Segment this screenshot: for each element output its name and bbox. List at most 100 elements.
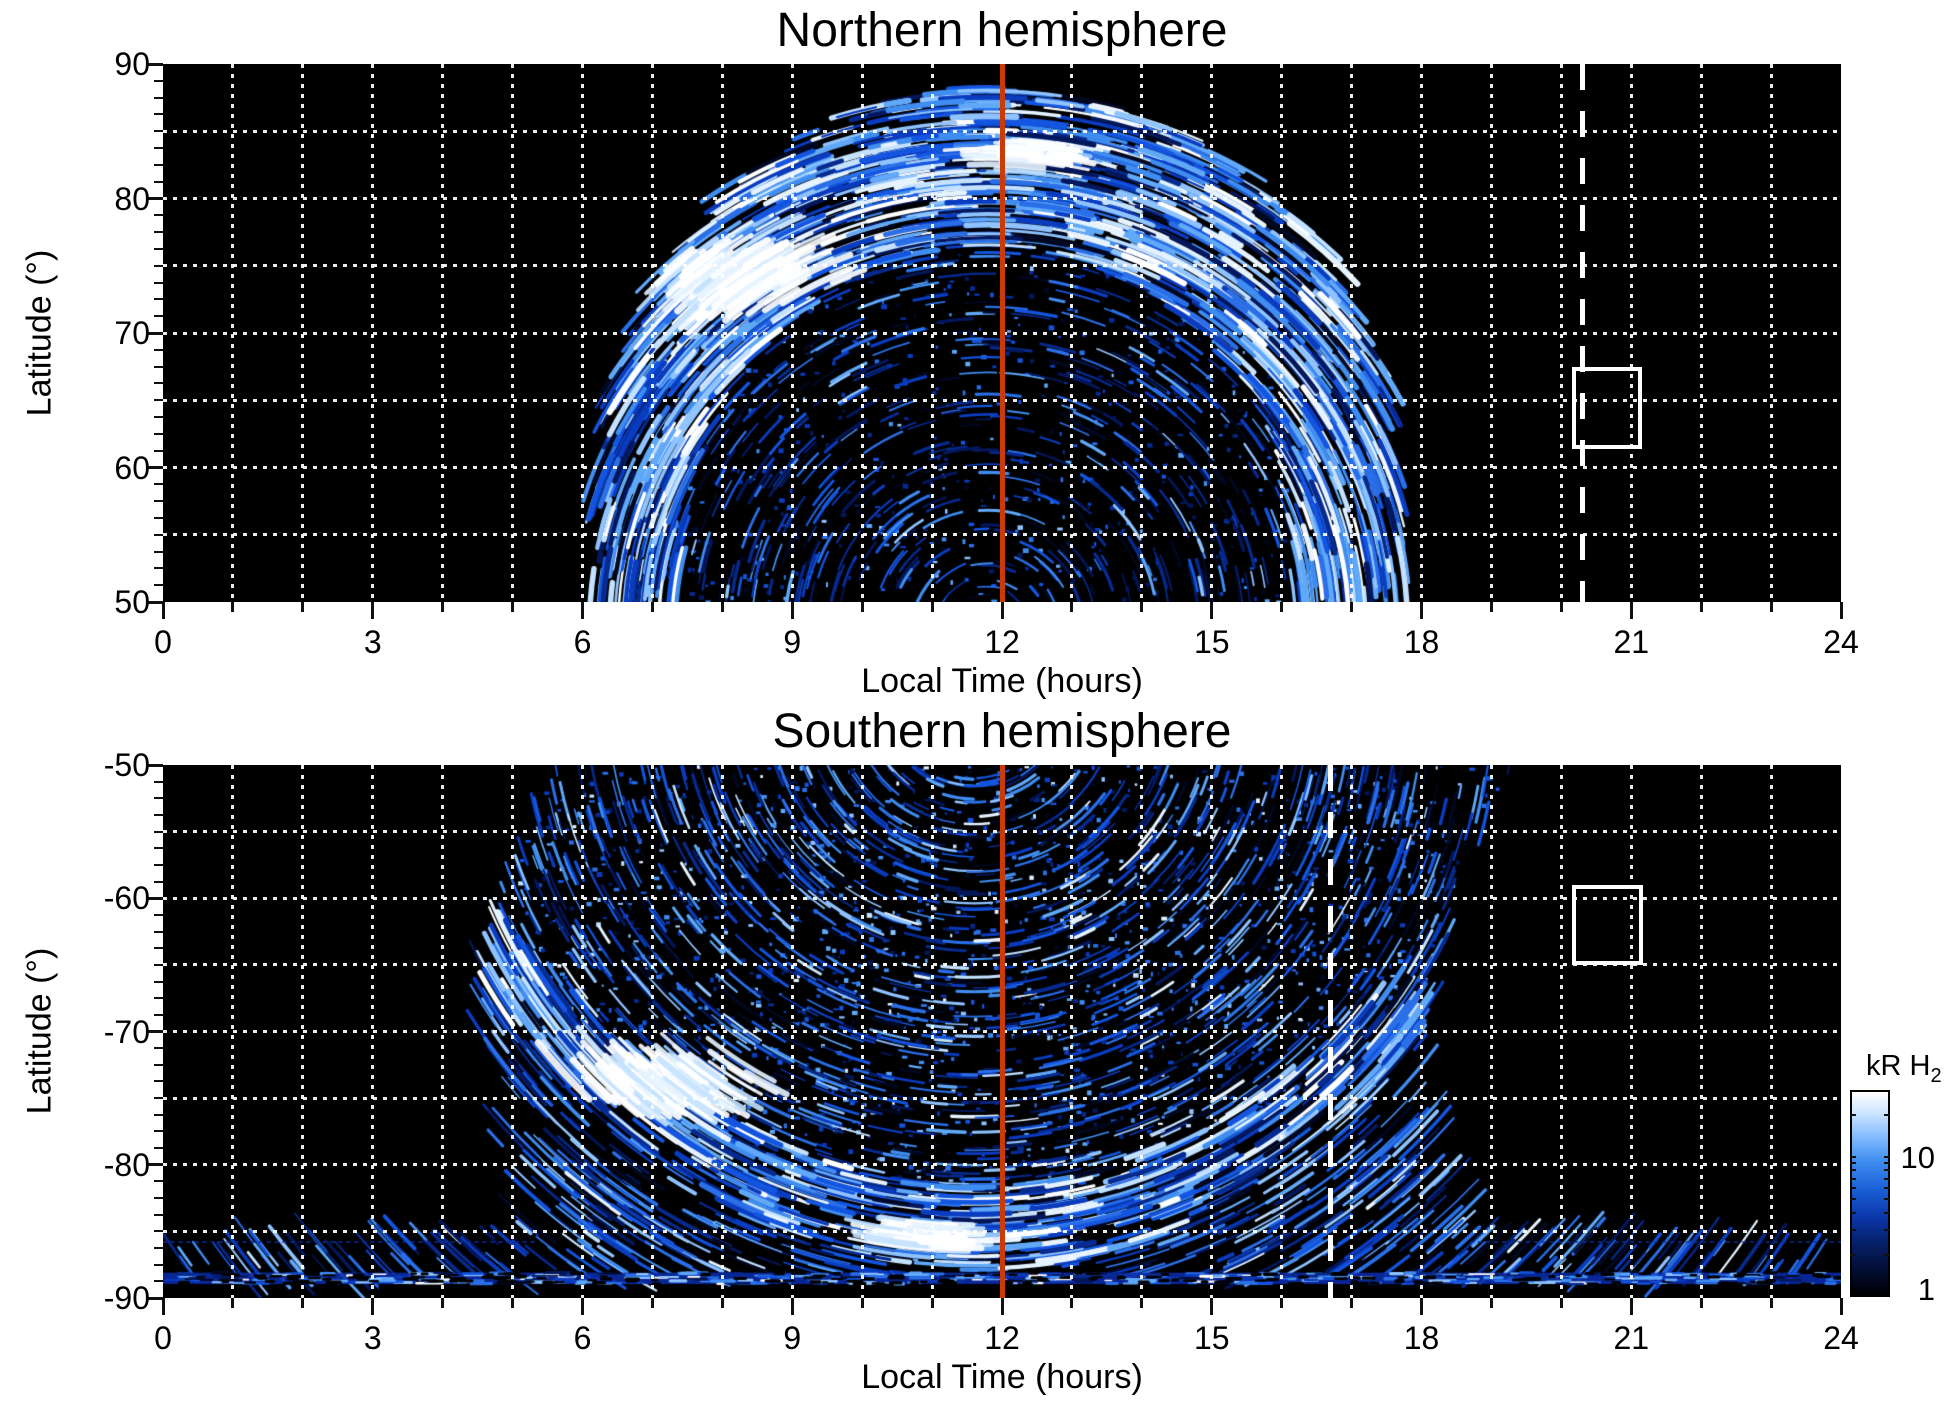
- x-tick: [371, 1298, 375, 1315]
- y-minor-tick: [154, 79, 163, 82]
- x-minor-tick: [1559, 602, 1563, 612]
- x-minor-tick: [231, 602, 235, 612]
- colorbar-tick: [1884, 1169, 1890, 1172]
- y-minor-tick: [154, 147, 163, 150]
- x-tick-label: 6: [573, 1320, 592, 1356]
- dashed-marker-line: [1328, 765, 1334, 1298]
- y-tick-label: -80: [103, 1146, 150, 1183]
- x-tick: [1629, 602, 1633, 619]
- x-tick-label: 12: [984, 1320, 1020, 1356]
- y-minor-tick: [154, 483, 163, 486]
- x-minor-tick: [231, 1298, 235, 1308]
- south-heatmap-panel: [163, 765, 1841, 1298]
- y-tick: [146, 197, 163, 200]
- y-tick-label: 80: [114, 180, 150, 217]
- y-minor-tick: [154, 432, 163, 435]
- x-minor-tick: [720, 602, 724, 612]
- y-tick-label: -50: [103, 747, 150, 783]
- x-minor-tick: [511, 602, 515, 612]
- x-tick: [1839, 602, 1843, 619]
- north-x-axis-label: Local Time (hours): [861, 662, 1143, 700]
- y-minor-tick: [154, 231, 163, 234]
- y-minor-tick: [154, 214, 163, 217]
- x-tick-label: 21: [1613, 624, 1650, 660]
- x-tick-label: 9: [783, 624, 802, 660]
- x-tick: [1210, 1298, 1214, 1315]
- y-minor-tick: [154, 382, 163, 385]
- y-minor-tick: [154, 880, 163, 883]
- colorbar: [1850, 1090, 1890, 1297]
- y-minor-tick: [154, 264, 163, 267]
- y-minor-tick: [154, 180, 163, 183]
- x-minor-tick: [1699, 602, 1703, 612]
- y-minor-tick: [154, 1247, 163, 1250]
- x-tick-label: 3: [363, 624, 382, 660]
- x-tick: [161, 602, 165, 619]
- y-minor-tick: [154, 797, 163, 800]
- x-minor-tick: [1769, 1298, 1773, 1308]
- x-minor-tick: [1140, 1298, 1144, 1308]
- colorbar-tick: [1850, 1229, 1856, 1232]
- y-minor-tick: [154, 449, 163, 452]
- x-minor-tick: [860, 1298, 864, 1308]
- x-tick-label: 18: [1403, 624, 1440, 660]
- y-minor-tick: [154, 281, 163, 284]
- y-tick: [146, 1163, 163, 1167]
- x-minor-tick: [1070, 1298, 1074, 1308]
- x-minor-tick: [1489, 602, 1493, 612]
- y-minor-tick: [154, 980, 163, 983]
- x-minor-tick: [1280, 602, 1284, 612]
- south-panel-title: Southern hemisphere: [772, 705, 1232, 758]
- y-minor-tick: [154, 399, 163, 402]
- y-tick: [146, 600, 163, 604]
- north-panel-title: Northern hemisphere: [776, 4, 1228, 57]
- y-tick-label: 90: [114, 46, 150, 82]
- colorbar-tick: [1884, 1253, 1890, 1256]
- y-minor-tick: [154, 365, 163, 368]
- y-tick: [146, 896, 163, 900]
- x-minor-tick: [1280, 1298, 1284, 1308]
- south-annotations-overlay: [163, 765, 1841, 1298]
- y-minor-tick: [154, 863, 163, 866]
- x-minor-tick: [1489, 1298, 1493, 1308]
- y-minor-tick: [154, 1147, 163, 1150]
- x-minor-tick: [441, 602, 445, 612]
- y-minor-tick: [154, 113, 163, 116]
- noon-meridian-line: [999, 765, 1005, 1298]
- x-tick: [1210, 602, 1214, 619]
- x-tick: [581, 602, 584, 619]
- y-minor-tick: [154, 500, 163, 503]
- y-minor-tick: [154, 1013, 163, 1016]
- x-tick: [1839, 1298, 1843, 1315]
- x-tick-label: 15: [1193, 1320, 1230, 1356]
- colorbar-tick: [1884, 1198, 1890, 1201]
- y-minor-tick: [154, 550, 163, 553]
- x-tick: [371, 602, 375, 619]
- x-minor-tick: [860, 602, 864, 612]
- highlight-box: [1571, 884, 1644, 965]
- x-tick: [790, 602, 794, 619]
- y-minor-tick: [154, 963, 163, 966]
- y-minor-tick: [154, 516, 163, 519]
- y-minor-tick: [154, 813, 163, 816]
- y-minor-tick: [154, 1113, 163, 1116]
- y-minor-tick: [154, 1097, 163, 1100]
- x-minor-tick: [511, 1298, 515, 1308]
- x-minor-tick: [441, 1298, 445, 1308]
- colorbar-title: kR H2: [1866, 1050, 1942, 1087]
- x-tick-label: 18: [1403, 1320, 1440, 1356]
- y-minor-tick: [154, 1197, 163, 1200]
- colorbar-tick: [1850, 1211, 1856, 1214]
- y-minor-tick: [154, 1047, 163, 1050]
- y-minor-tick: [154, 315, 163, 318]
- colorbar-tick: [1850, 1186, 1856, 1189]
- y-minor-tick: [154, 930, 163, 933]
- x-tick-label: 12: [984, 624, 1020, 660]
- y-minor-tick: [154, 348, 163, 351]
- y-minor-tick: [154, 1080, 163, 1083]
- y-minor-tick: [154, 533, 163, 536]
- x-minor-tick: [1559, 1298, 1563, 1308]
- colorbar-tick: [1884, 1211, 1890, 1214]
- colorbar-tick: [1850, 1169, 1856, 1172]
